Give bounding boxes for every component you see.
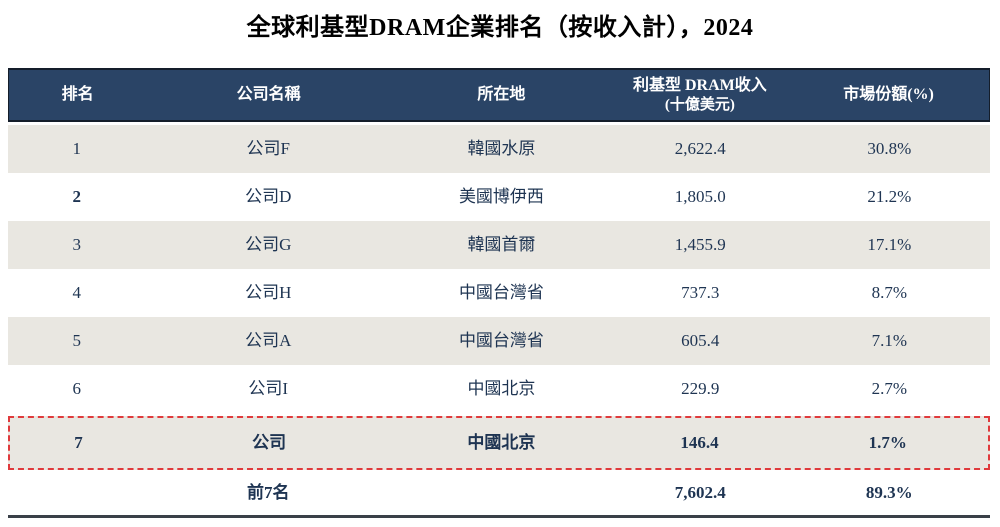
revenue-cell: 2,622.4 xyxy=(674,139,726,159)
share-cell: 17.1% xyxy=(867,235,912,255)
page-title: 全球利基型DRAM企業排名（按收入計），2024 xyxy=(246,15,754,41)
company-cell: 公司H xyxy=(245,283,292,303)
revenue-cell: 737.3 xyxy=(681,283,720,303)
revenue-cell: 146.4 xyxy=(680,433,719,453)
revenue-cell: 229.9 xyxy=(681,379,720,399)
table-header-row: 排名 公司名稱 所在地 利基型 DRAM收入 (十億美元) 市場份額(%) xyxy=(8,68,990,122)
total-share-cell: 89.3% xyxy=(865,482,913,502)
location-cell: 美國博伊西 xyxy=(458,187,544,207)
table-total-row: 前7名 7,602.4 89.3% xyxy=(8,470,990,518)
rank-cell: 5 xyxy=(72,331,81,351)
revenue-cell: 1,455.9 xyxy=(674,235,726,255)
rank-cell: 1 xyxy=(72,139,81,159)
total-label-cell: 前7名 xyxy=(246,482,290,502)
location-cell: 中國北京 xyxy=(467,433,536,453)
company-cell: 公司D xyxy=(245,187,292,207)
table-row: 4 公司H 中國台灣省 737.3 8.7% xyxy=(8,269,990,317)
rank-cell: 4 xyxy=(72,283,81,303)
share-cell: 1.7% xyxy=(868,433,907,453)
column-header-share: 市場份額(%) xyxy=(843,86,934,103)
revenue-cell: 605.4 xyxy=(681,331,720,351)
share-cell: 21.2% xyxy=(867,187,912,207)
table-row-highlighted: 7 公司 中國北京 146.4 1.7% xyxy=(8,416,990,470)
column-header-revenue: 利基型 DRAM收入 (十億美元) xyxy=(612,76,788,115)
company-cell: 公司I xyxy=(248,379,289,399)
table-row: 1 公司F 韓國水原 2,622.4 30.8% xyxy=(8,125,990,173)
share-cell: 7.1% xyxy=(871,331,908,351)
company-cell: 公司A xyxy=(245,331,292,351)
company-cell: 公司 xyxy=(252,433,287,453)
company-cell: 公司F xyxy=(246,139,290,159)
column-header-revenue-line2: (十億美元) xyxy=(664,96,735,113)
table-row: 2 公司D 美國博伊西 1,805.0 21.2% xyxy=(8,173,990,221)
rank-cell: 6 xyxy=(72,379,81,399)
location-cell: 中國台灣省 xyxy=(458,331,544,351)
rank-cell: 3 xyxy=(72,235,81,255)
table-row: 6 公司I 中國北京 229.9 2.7% xyxy=(8,365,990,413)
column-header-revenue-line1: 利基型 DRAM收入 xyxy=(632,76,767,94)
rank-cell: 7 xyxy=(74,433,83,453)
rank-cell: 2 xyxy=(72,187,81,207)
column-header-location: 所在地 xyxy=(477,86,526,103)
total-revenue-cell: 7,602.4 xyxy=(674,482,726,502)
share-cell: 2.7% xyxy=(871,379,908,399)
share-cell: 30.8% xyxy=(867,139,912,159)
revenue-cell: 1,805.0 xyxy=(674,187,726,207)
location-cell: 韓國首爾 xyxy=(467,235,536,255)
table-row: 5 公司A 中國台灣省 605.4 7.1% xyxy=(8,317,990,365)
location-cell: 韓國水原 xyxy=(467,139,536,159)
location-cell: 中國台灣省 xyxy=(458,283,544,303)
location-cell: 中國北京 xyxy=(467,379,536,399)
share-cell: 8.7% xyxy=(871,283,908,303)
table-row: 3 公司G 韓國首爾 1,455.9 17.1% xyxy=(8,221,990,269)
column-header-company: 公司名稱 xyxy=(236,86,301,103)
ranking-table: 排名 公司名稱 所在地 利基型 DRAM收入 (十億美元) 市場份額(%) 1 … xyxy=(8,68,990,518)
column-header-rank: 排名 xyxy=(61,86,94,103)
company-cell: 公司G xyxy=(245,235,292,255)
